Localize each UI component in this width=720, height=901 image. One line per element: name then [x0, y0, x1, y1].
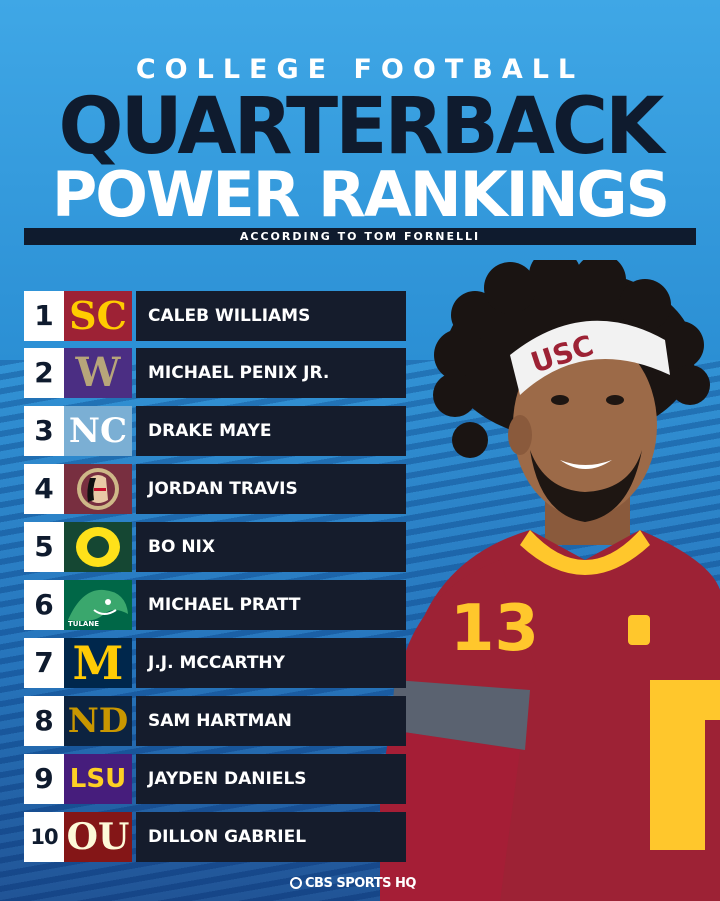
oregon-logo — [64, 522, 132, 572]
cbs-eye-icon — [290, 877, 302, 889]
ranking-row-2: 2 W MICHAEL PENIX JR. — [24, 348, 406, 398]
usc-logo: SC — [64, 291, 132, 341]
rank-number: 2 — [24, 348, 64, 398]
player-name: BO NIX — [136, 522, 406, 572]
player-photo: USC 13 — [380, 260, 720, 901]
ranking-row-7: 7 M J.J. MCCARTHY — [24, 638, 406, 688]
player-name: DILLON GABRIEL — [136, 812, 406, 862]
rank-number: 6 — [24, 580, 64, 630]
notre-dame-logo: ND — [64, 696, 132, 746]
ranking-row-4: 4 JORDAN TRAVIS — [24, 464, 406, 514]
tulane-logo: TULANE — [64, 580, 132, 630]
cbs-sports-watermark: CBS SPORTS HQ — [290, 876, 416, 891]
ranking-row-8: 8 ND SAM HARTMAN — [24, 696, 406, 746]
player-name: MICHAEL PRATT — [136, 580, 406, 630]
watermark-text: CBS SPORTS HQ — [305, 876, 416, 891]
player-name: MICHAEL PENIX JR. — [136, 348, 406, 398]
oregon-o-icon — [76, 527, 120, 567]
player-name: SAM HARTMAN — [136, 696, 406, 746]
rank-number: 7 — [24, 638, 64, 688]
rank-number: 9 — [24, 754, 64, 804]
green-wave-icon: TULANE — [68, 589, 128, 628]
player-name: CALEB WILLIAMS — [136, 291, 406, 341]
ranking-row-10: 10 OU DILLON GABRIEL — [24, 812, 406, 862]
north-carolina-logo: NC — [64, 406, 132, 456]
title-line-2: POWER RANKINGS — [51, 158, 670, 231]
byline-bar: ACCORDING TO TOM FORNELLI — [24, 228, 696, 245]
washington-logo: W — [64, 348, 132, 398]
ranking-row-9: 9 LSU JAYDEN DANIELS — [24, 754, 406, 804]
title-line-1: QUARTERBACK — [58, 82, 665, 172]
florida-state-logo — [64, 464, 132, 514]
seminole-head-icon — [77, 468, 119, 510]
oklahoma-logo: OU — [64, 812, 132, 862]
player-name: J.J. MCCARTHY — [136, 638, 406, 688]
rank-number: 5 — [24, 522, 64, 572]
player-name: JAYDEN DANIELS — [136, 754, 406, 804]
rank-number: 1 — [24, 291, 64, 341]
tulane-wordmark: TULANE — [68, 620, 99, 628]
rank-number: 10 — [24, 812, 64, 862]
ranking-row-6: 6 TULANE MICHAEL PRATT — [24, 580, 406, 630]
rank-number: 8 — [24, 696, 64, 746]
ranking-row-5: 5 BO NIX — [24, 522, 406, 572]
jersey-number: 13 — [450, 592, 539, 666]
rank-number: 4 — [24, 464, 64, 514]
ranking-row-3: 3 NC DRAKE MAYE — [24, 406, 406, 456]
player-name: JORDAN TRAVIS — [136, 464, 406, 514]
rank-number: 3 — [24, 406, 64, 456]
lsu-logo: LSU — [64, 754, 132, 804]
player-name: DRAKE MAYE — [136, 406, 406, 456]
kicker-text: COLLEGE FOOTBALL — [135, 54, 585, 85]
ranking-row-1: 1 SC CALEB WILLIAMS — [24, 291, 406, 341]
michigan-logo: M — [64, 638, 132, 688]
